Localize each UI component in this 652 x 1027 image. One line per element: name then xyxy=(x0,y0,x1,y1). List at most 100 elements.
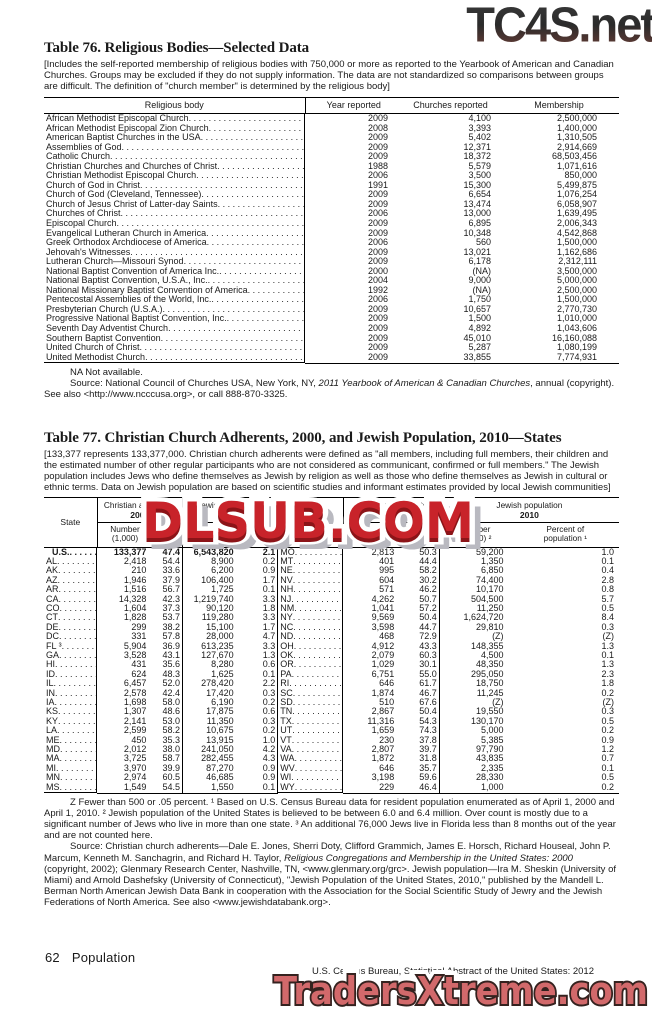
dot-leader xyxy=(60,736,97,745)
value-cell: 38.0 xyxy=(152,744,183,755)
religious-body-cell: American Baptist Churches in the USA xyxy=(44,133,305,143)
value-cell: 6,543,820 xyxy=(193,546,234,557)
dlsub-watermark-graphic: DLSUB.COM DLSUB.COM DLSUB.COM DLSUB.COM xyxy=(137,488,486,562)
dot-leader xyxy=(57,557,96,566)
value-cell: 1,625 xyxy=(211,668,234,679)
state-label: OR xyxy=(280,659,294,670)
value-cell: 0.4 xyxy=(601,565,614,576)
value-cell: 50.4 xyxy=(404,707,440,717)
table-row: CT1,82853.7119,2803.3NY9,56950.41,624,72… xyxy=(44,612,619,623)
value-cell: 50.4 xyxy=(404,612,440,623)
state-label: IL xyxy=(46,678,54,689)
value-cell: 4,262 xyxy=(371,593,395,604)
state-cell: MA xyxy=(44,754,98,764)
value-cell: 0.2 xyxy=(511,782,619,794)
state-cell: NM xyxy=(278,603,343,614)
value-cell: 11,250 xyxy=(476,602,504,613)
value-cell: 2,578 xyxy=(123,687,147,698)
dot-leader xyxy=(60,783,97,792)
state-label: AR xyxy=(46,584,59,595)
column-header-number: Number (1,000) xyxy=(97,522,153,548)
churches-cell: 1,500 xyxy=(468,313,491,324)
value-cell: 8,280 xyxy=(211,659,234,670)
value-cell: 1.3 xyxy=(601,659,614,670)
churches-cell: 45,010 xyxy=(463,332,491,343)
value-cell: 59.6 xyxy=(404,772,440,783)
table77-footnotes: Z Fewer than 500 or .05 percent. ¹ Based… xyxy=(44,797,619,909)
value-cell: 43.1 xyxy=(152,650,183,661)
churches-cell: 4,100 xyxy=(468,113,491,123)
value-cell: 1,219,740 xyxy=(193,593,234,604)
year-cell: 2009 xyxy=(367,218,388,229)
membership-cell: 2,914,669 xyxy=(556,141,597,152)
state-label: FL ³ xyxy=(46,640,62,651)
group-label: Christian adherents xyxy=(103,500,176,511)
table-row: National Baptist Convention of America I… xyxy=(44,266,619,277)
value-cell: 2,974 xyxy=(123,772,147,783)
table-row: Progressive National Baptist Convention,… xyxy=(44,313,619,325)
state-label: OH xyxy=(280,640,294,651)
state-label: OK xyxy=(280,649,294,660)
state-cell: NV xyxy=(278,575,343,586)
value-cell: 9,569 xyxy=(371,612,395,623)
churches-cell: 5,402 xyxy=(468,132,491,143)
value-cell: 72.9 xyxy=(404,631,440,642)
dot-leader xyxy=(293,689,342,698)
religious-body-cell: Churches of Christ xyxy=(44,209,305,220)
state-label: VA xyxy=(280,744,292,755)
dot-leader xyxy=(293,613,342,622)
group-header-christian-2000: Christian adherents 2000 xyxy=(97,497,183,523)
value-cell: 36.9 xyxy=(152,641,183,651)
state-cell: WA xyxy=(278,754,343,764)
state-cell: WV xyxy=(278,763,343,774)
value-cell: 210 xyxy=(131,565,147,576)
year-cell: 1992 xyxy=(367,284,388,295)
value-cell: 4,500 xyxy=(481,649,504,660)
value-cell: (Z) xyxy=(492,697,504,708)
group-year: 2000 xyxy=(130,509,150,520)
state-cell: MI xyxy=(44,763,98,774)
page-number: 62 xyxy=(45,950,60,965)
state-label: CO xyxy=(46,602,60,613)
membership-cell: 2,770,730 xyxy=(556,303,597,314)
dot-leader xyxy=(209,124,304,134)
value-cell: 5.7 xyxy=(601,593,614,604)
churches-cell: 13,000 xyxy=(463,208,491,219)
tradersxtreme-watermark-text: TradersXtreme.com xyxy=(274,969,648,1013)
religious-body-cell: Seventh Day Adventist Church xyxy=(44,323,305,334)
state-label: SD xyxy=(280,697,293,708)
value-cell: 53.7 xyxy=(152,612,183,623)
value-cell: 1,000 xyxy=(439,782,512,794)
value-cell: 53.0 xyxy=(152,716,183,727)
year-cell: 1991 xyxy=(367,179,388,190)
value-cell: (Z) xyxy=(602,631,615,642)
dot-leader xyxy=(293,566,342,575)
value-cell: 30.1 xyxy=(404,659,440,670)
table-row: United Methodist Church 200933,8557,774,9… xyxy=(44,352,619,364)
state-label: NC xyxy=(280,621,294,632)
state-cell: AK xyxy=(44,565,98,576)
membership-cell: 4,542,868 xyxy=(556,227,597,238)
value-cell: 2,141 xyxy=(123,715,147,726)
table-row: African Methodist Episcopal Church 2009 4,… xyxy=(44,113,619,124)
value-cell: 1,029 xyxy=(371,659,395,670)
state-label: NY xyxy=(280,612,293,623)
membership-cell: 850,000 xyxy=(564,170,597,181)
state-cell: DE xyxy=(44,622,98,633)
state-label: AZ xyxy=(46,574,58,585)
state-label: VT xyxy=(280,734,292,745)
value-cell: 1,350 xyxy=(481,555,504,566)
membership-cell: 2,312,111 xyxy=(558,256,597,267)
value-cell: 55.0 xyxy=(404,669,440,680)
religious-body-label: Seventh Day Adventist Church xyxy=(46,323,169,334)
column-header-number: Number (1,000) xyxy=(343,522,405,548)
sub-header-row: Number (1,000) Percent of population ¹ N… xyxy=(44,522,619,548)
dlsub-watermark: DLSUB.COM DLSUB.COM DLSUB.COM DLSUB.COM xyxy=(137,486,522,562)
state-cell: TX xyxy=(278,716,343,727)
value-cell: 54.5 xyxy=(152,782,183,794)
value-cell: 1,946 xyxy=(123,574,147,585)
dot-leader xyxy=(293,585,342,594)
state-cell: PA xyxy=(278,669,343,680)
